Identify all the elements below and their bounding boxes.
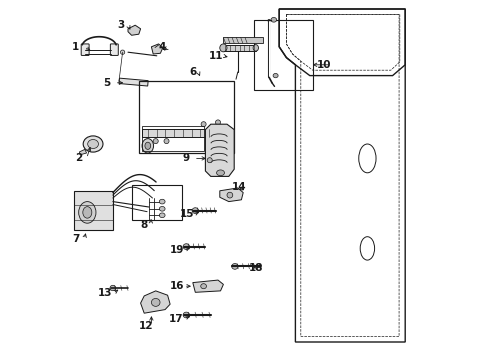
Bar [132, 185, 182, 220]
Ellipse shape [110, 285, 116, 291]
Polygon shape [205, 124, 234, 176]
Bar [223, 37, 263, 43]
Text: 16: 16 [170, 281, 184, 291]
Text: 1: 1 [72, 42, 79, 52]
Ellipse shape [151, 298, 160, 306]
Ellipse shape [201, 284, 206, 289]
Text: 14: 14 [232, 182, 247, 192]
Bar [119, 78, 148, 86]
Ellipse shape [253, 45, 259, 51]
FancyBboxPatch shape [110, 44, 118, 55]
Ellipse shape [232, 264, 238, 269]
Ellipse shape [142, 139, 153, 153]
Bar [139, 81, 234, 153]
Text: 15: 15 [180, 209, 195, 219]
Text: 5: 5 [103, 78, 110, 88]
Bar [143, 126, 204, 151]
Text: 17: 17 [169, 314, 184, 324]
Ellipse shape [220, 44, 227, 52]
Ellipse shape [192, 208, 198, 213]
Text: 13: 13 [98, 288, 112, 298]
Ellipse shape [183, 312, 190, 318]
Ellipse shape [121, 50, 125, 54]
Text: 18: 18 [248, 263, 263, 273]
Ellipse shape [153, 139, 158, 144]
Text: 19: 19 [170, 245, 184, 255]
Polygon shape [79, 149, 87, 155]
Ellipse shape [273, 73, 278, 78]
Text: 4: 4 [158, 42, 166, 52]
Polygon shape [193, 280, 223, 292]
Ellipse shape [159, 213, 165, 217]
Text: 8: 8 [141, 220, 148, 230]
Ellipse shape [207, 158, 212, 163]
Ellipse shape [88, 139, 98, 148]
Ellipse shape [201, 122, 206, 127]
Text: 2: 2 [75, 153, 82, 163]
Ellipse shape [83, 136, 103, 152]
Bar [74, 191, 113, 230]
Bar [223, 45, 256, 51]
Text: 11: 11 [209, 51, 223, 61]
Ellipse shape [217, 170, 224, 176]
Text: 10: 10 [317, 60, 331, 70]
Ellipse shape [183, 244, 190, 249]
Text: 12: 12 [139, 321, 153, 331]
Text: 9: 9 [182, 153, 189, 163]
FancyBboxPatch shape [81, 44, 89, 55]
Ellipse shape [159, 207, 165, 211]
Bar [143, 129, 215, 137]
Ellipse shape [83, 207, 92, 218]
Ellipse shape [216, 120, 220, 125]
Polygon shape [151, 44, 163, 54]
Text: 3: 3 [117, 20, 124, 30]
Ellipse shape [159, 199, 165, 204]
Ellipse shape [145, 142, 151, 149]
Ellipse shape [227, 192, 233, 198]
Ellipse shape [271, 18, 277, 22]
Polygon shape [220, 188, 243, 202]
Ellipse shape [164, 139, 169, 144]
Ellipse shape [211, 129, 218, 137]
Polygon shape [128, 25, 141, 35]
Text: 7: 7 [72, 234, 79, 244]
Polygon shape [141, 291, 170, 313]
Ellipse shape [79, 202, 96, 223]
Text: 6: 6 [189, 67, 196, 77]
Bar [254, 20, 314, 90]
